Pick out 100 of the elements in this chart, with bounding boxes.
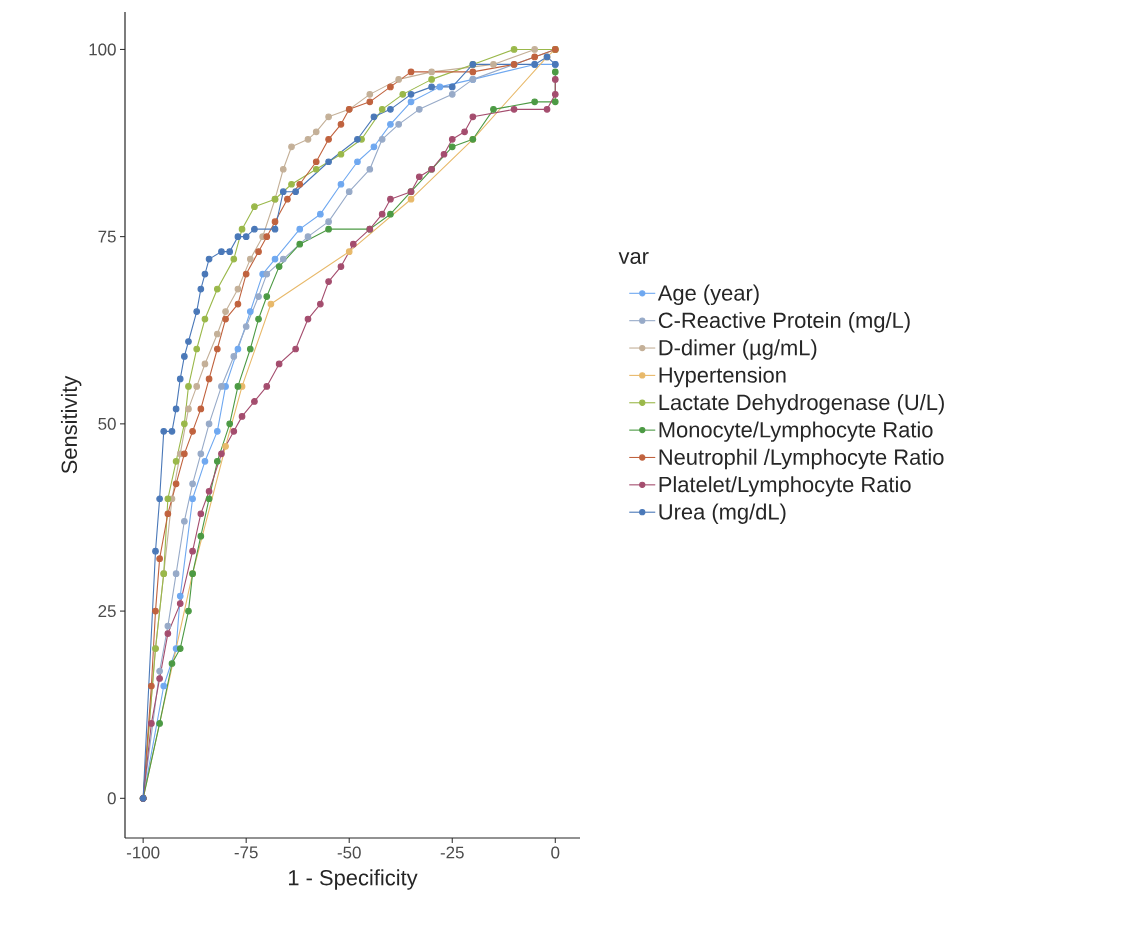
point (242, 323, 250, 330)
point (551, 68, 559, 76)
legend-label: Lactate Dehydrogenase (U/L) (659, 394, 944, 415)
point (428, 76, 435, 83)
point (436, 83, 444, 91)
point (218, 248, 225, 255)
point (288, 180, 295, 188)
point (156, 495, 163, 503)
point (201, 270, 209, 278)
point (197, 285, 205, 293)
point (448, 135, 456, 143)
point (197, 510, 205, 518)
point (205, 487, 213, 495)
point (415, 173, 423, 181)
point (238, 413, 246, 420)
point (490, 61, 497, 68)
point (325, 218, 332, 226)
point (370, 143, 378, 151)
point (304, 233, 312, 240)
point (213, 330, 221, 338)
point (407, 91, 415, 98)
point (251, 203, 258, 211)
point (176, 375, 184, 383)
point (325, 225, 332, 233)
point (189, 428, 196, 435)
point (395, 76, 403, 83)
legend-title: var (618, 251, 649, 264)
point (292, 188, 299, 196)
point (366, 98, 374, 106)
point (288, 143, 295, 151)
x-tick-label: -50 (337, 846, 361, 859)
point (275, 263, 283, 270)
point (312, 165, 320, 173)
legend-label: C-Reactive Protein (mg/L) (658, 311, 910, 333)
x-tick-label: -75 (234, 846, 258, 859)
point (222, 442, 229, 450)
point (366, 165, 374, 173)
point (242, 233, 250, 240)
point (271, 255, 279, 263)
point (428, 83, 435, 91)
point (312, 128, 320, 136)
point (551, 76, 559, 83)
point (148, 682, 155, 690)
point (387, 120, 394, 128)
point (510, 46, 518, 53)
legend-label: Age (year) (657, 284, 759, 306)
point (271, 225, 279, 233)
point (255, 293, 262, 300)
point (246, 255, 254, 263)
legend-label: Urea (mg/dL) (659, 503, 786, 524)
point (185, 383, 192, 390)
point (197, 532, 205, 540)
point (279, 255, 287, 263)
point (378, 210, 386, 218)
point (255, 315, 262, 323)
point (189, 495, 196, 503)
point (226, 248, 234, 255)
point (510, 105, 518, 113)
point (205, 420, 213, 428)
point (181, 517, 188, 525)
point (160, 682, 168, 690)
point (387, 195, 394, 203)
point (222, 315, 229, 323)
point (197, 405, 205, 413)
point (156, 555, 163, 563)
point (345, 188, 353, 196)
point (152, 607, 159, 615)
point (181, 420, 188, 428)
point (213, 457, 221, 465)
point (193, 345, 201, 353)
point (189, 547, 196, 555)
point (345, 248, 353, 255)
point (230, 428, 238, 435)
y-tick-label: 0 (107, 792, 116, 805)
point (349, 240, 357, 248)
point (164, 630, 172, 637)
legend-label: Hypertension (659, 366, 786, 388)
point (292, 345, 299, 353)
point (304, 315, 312, 323)
point (172, 480, 180, 488)
x-tick-label: -100 (126, 846, 160, 859)
point (531, 46, 539, 53)
point (242, 270, 250, 278)
point (156, 720, 163, 727)
point (263, 293, 271, 300)
point (152, 547, 159, 555)
point (284, 195, 291, 203)
point (172, 405, 180, 413)
point (176, 600, 184, 607)
point (448, 91, 456, 98)
point (387, 105, 394, 113)
point (205, 375, 213, 383)
point (185, 607, 192, 615)
point (490, 105, 497, 113)
y-axis-title: Sensitivity (60, 375, 82, 474)
point (296, 225, 304, 233)
point (415, 105, 423, 113)
point (246, 345, 254, 353)
point (213, 345, 221, 353)
point (271, 218, 279, 226)
